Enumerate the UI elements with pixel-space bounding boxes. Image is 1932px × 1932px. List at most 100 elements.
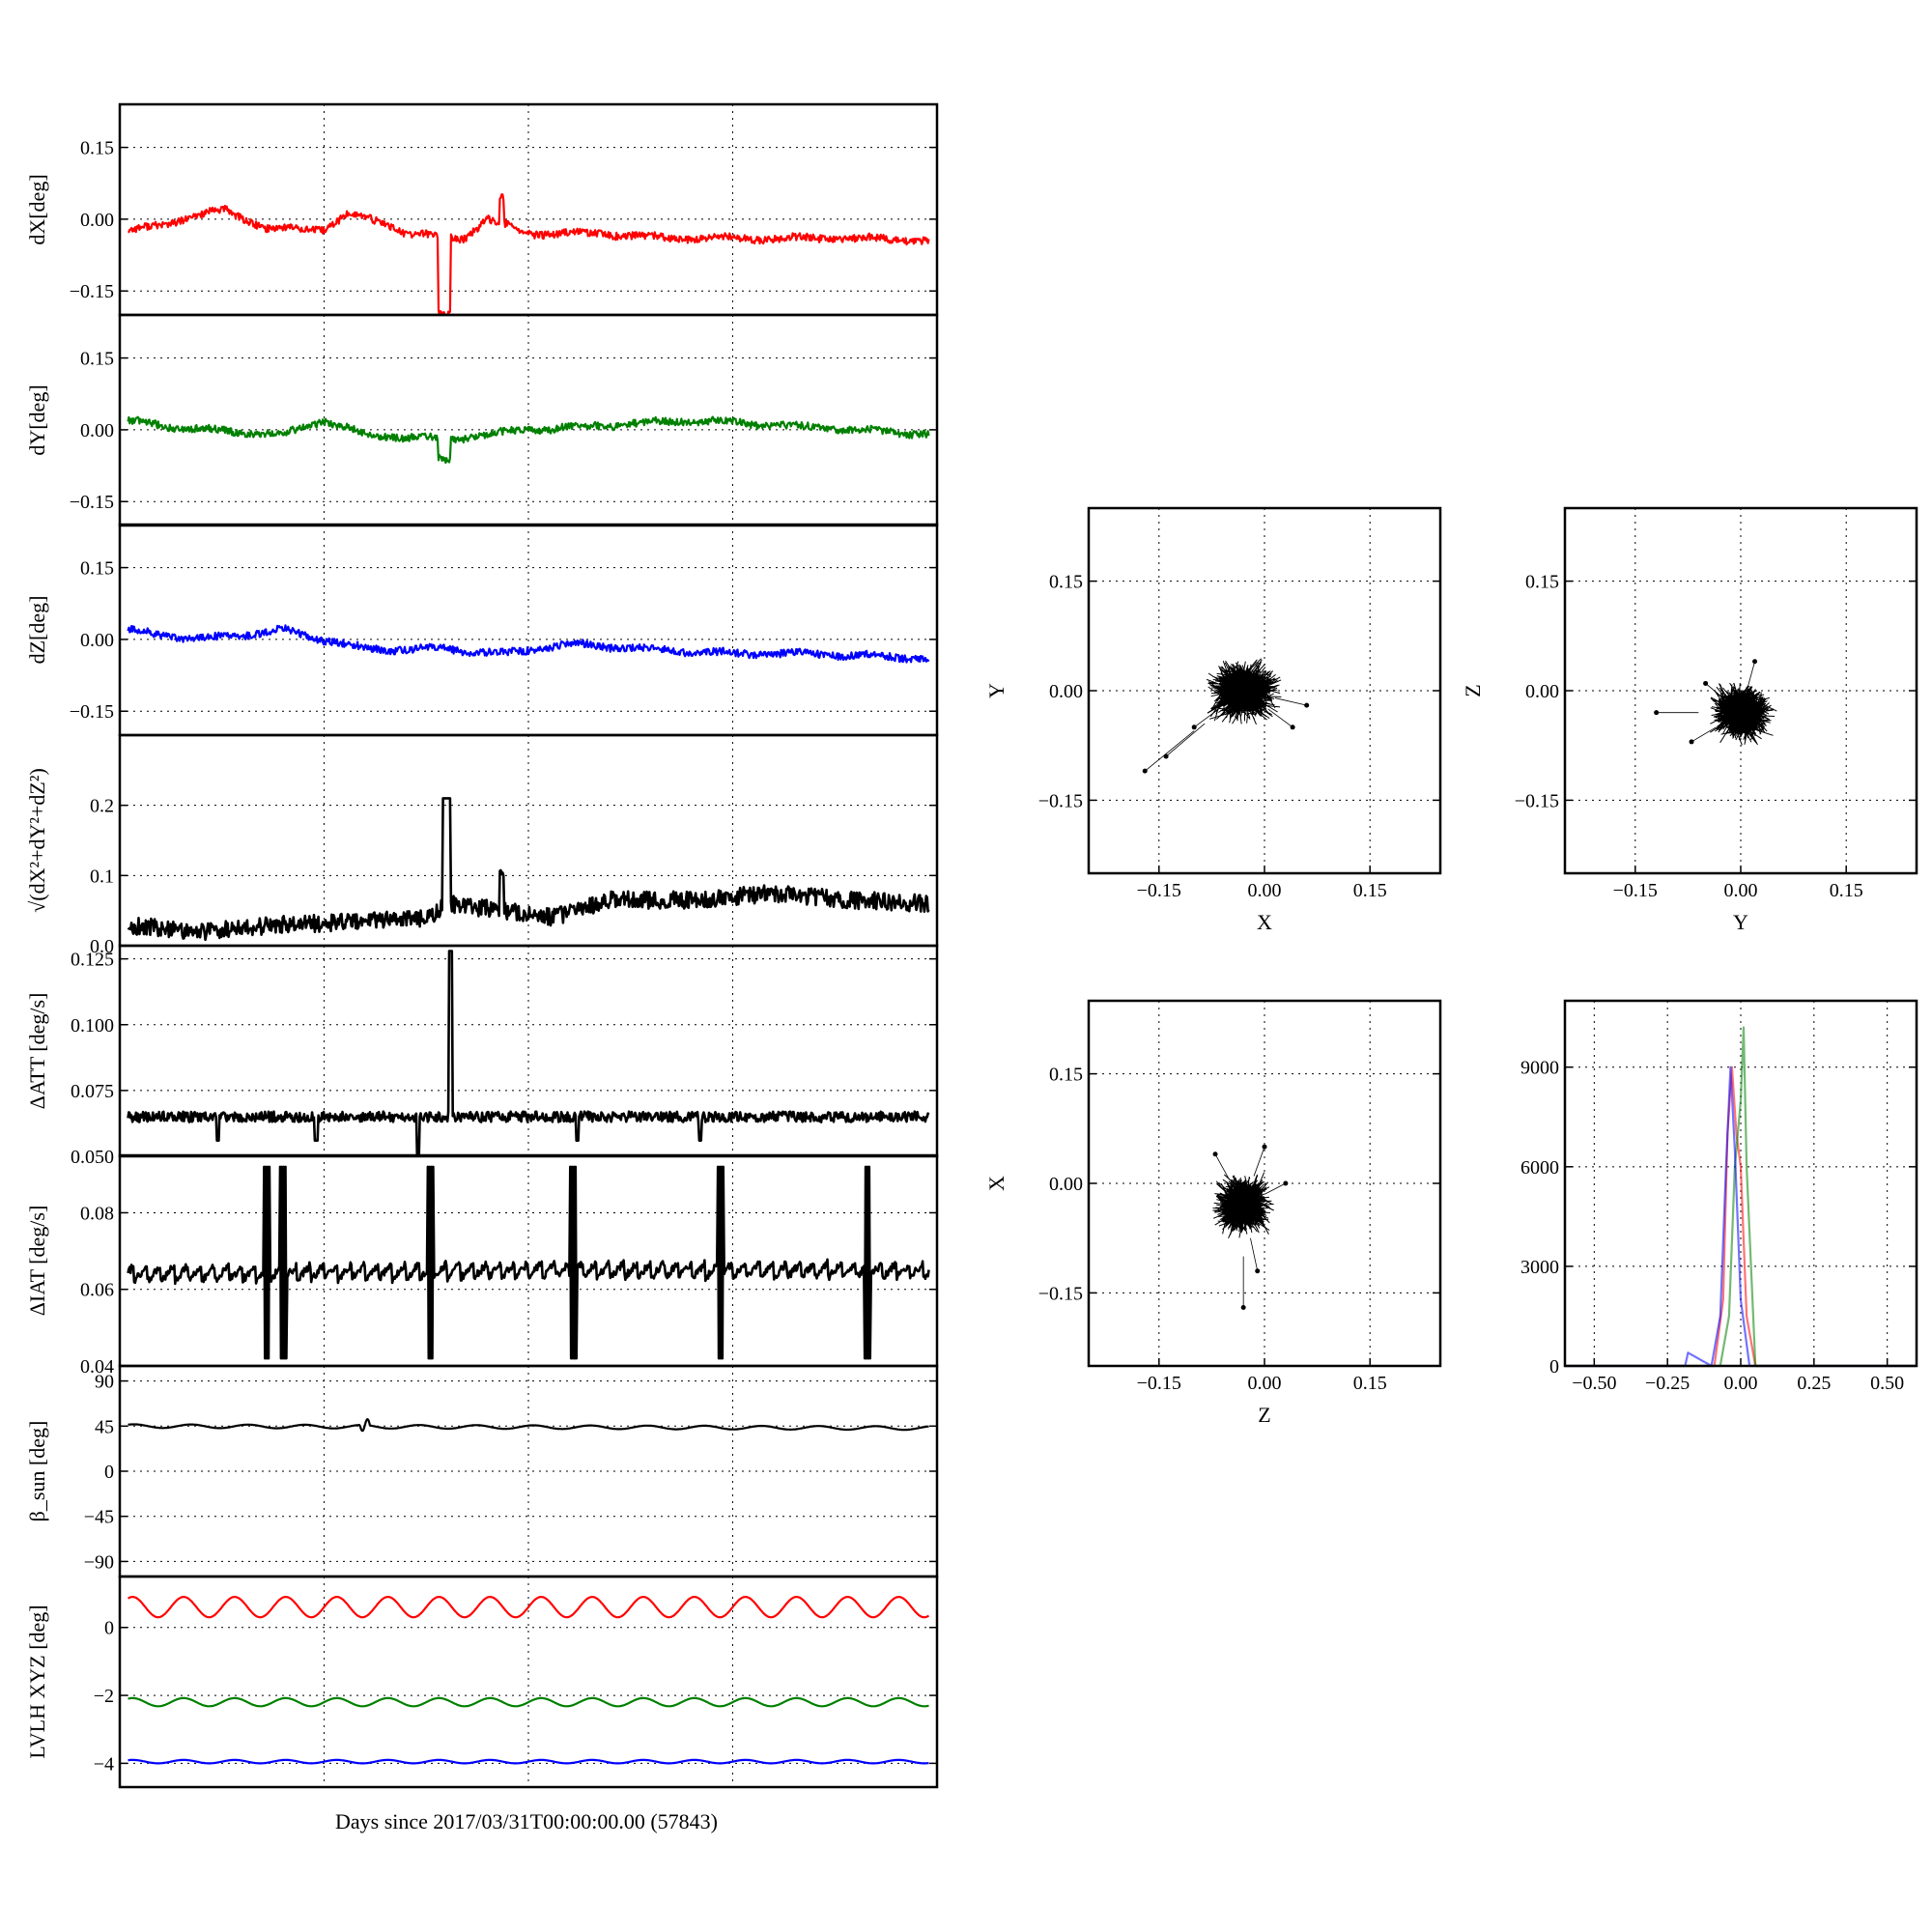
dr-ytick-label: 0.0 <box>90 936 114 957</box>
hist-series-line <box>1565 1065 1917 1368</box>
xy-outlier-point <box>1163 753 1169 759</box>
lvlh-plot <box>127 1595 930 1765</box>
xy-ytick-label: 0.00 <box>1049 681 1083 702</box>
xy-xlabel: X <box>1257 910 1272 934</box>
zx-frame <box>1087 999 1442 1368</box>
dy-ylabel: dY[deg] <box>25 384 49 455</box>
panel-xy: −0.15 0.00 0.15 −0.15 0.00 0.15 X Y <box>984 506 1442 934</box>
yz-outlier-trail <box>1705 683 1724 698</box>
dr-plot <box>127 797 930 942</box>
xy-outlier-trail <box>1144 730 1195 772</box>
yz-ytick-label: 0.00 <box>1525 681 1559 702</box>
hist-ytick-label: 3000 <box>1520 1257 1559 1278</box>
dy-frame <box>118 313 939 527</box>
yz-outlier-trail <box>1690 726 1717 743</box>
yz-outlier-point <box>1689 739 1694 745</box>
x-axis-label: Days since 2017/03/31T00:00:00.00 (57843… <box>335 1809 718 1833</box>
dx-ytick-label: 0.00 <box>80 210 114 231</box>
hist-xtick-label: −0.50 <box>1572 1373 1616 1394</box>
zx-outlier-trail <box>1214 1153 1230 1180</box>
dy-ytick-label: 0.00 <box>80 420 114 441</box>
dy-plot <box>127 415 930 465</box>
xy-outlier-point <box>1304 702 1310 708</box>
diat-ytick-label: 0.06 <box>80 1280 114 1301</box>
xy-ytick-label: −0.15 <box>1038 790 1083 811</box>
beta-series-line <box>128 1417 929 1433</box>
beta-ytick-label: 0 <box>104 1462 114 1483</box>
diat-ylabel: ΔIAT [deg/s] <box>25 1206 49 1317</box>
beta-ytick-label: 45 <box>95 1416 114 1437</box>
dz-ylabel: dZ[deg] <box>25 596 49 665</box>
zx-outlier-point <box>1283 1180 1289 1186</box>
yz-ytick-label: 0.15 <box>1525 572 1559 593</box>
hist-ytick-label: 9000 <box>1520 1058 1559 1079</box>
lvlh-ytick-label: −2 <box>94 1686 114 1707</box>
beta-ytick-label: 90 <box>95 1372 114 1393</box>
lvlh-frame <box>118 1575 939 1789</box>
dr-series-line <box>127 797 930 942</box>
hist-xtick-label: 0.25 <box>1797 1373 1831 1394</box>
panel-dy: −0.15 0.00 0.15 dY[deg] <box>25 313 939 527</box>
dz-plot <box>127 624 930 664</box>
diat-series-line <box>127 1165 930 1360</box>
zx-outlier-point <box>1255 1268 1261 1274</box>
hist-xtick-label: −0.25 <box>1645 1373 1690 1394</box>
xy-outlier-trail <box>1267 708 1293 728</box>
hist-xtick-label: 0.00 <box>1724 1373 1758 1394</box>
dz-series-line <box>127 624 930 664</box>
beta-ytick-label: −45 <box>84 1507 114 1528</box>
hist-xtick-label: 0.50 <box>1870 1373 1904 1394</box>
panel-dz: −0.15 0.00 0.15 dZ[deg] <box>25 523 939 737</box>
zx-ytick-label: 0.15 <box>1049 1065 1083 1086</box>
dz-frame <box>118 523 939 737</box>
dz-ytick-label: 0.00 <box>80 630 114 651</box>
hist-ytick-label: 0 <box>1549 1356 1559 1378</box>
zx-ytick-label: 0.00 <box>1049 1174 1083 1195</box>
zx-ylabel: X <box>984 1176 1009 1191</box>
zx-ytick-label: −0.15 <box>1038 1283 1083 1304</box>
yz-outlier-point <box>1752 659 1758 665</box>
panel-lvlh: −4 −2 0 LVLH XYZ [deg] <box>25 1575 939 1789</box>
panel-beta: −90 −45 0 45 90 β_sun [deg] <box>25 1364 939 1578</box>
zx-outlier-trail <box>1250 1237 1259 1271</box>
xy-trace <box>1206 658 1282 725</box>
zx-xtick-label: 0.15 <box>1353 1373 1387 1394</box>
beta-plot <box>128 1417 929 1433</box>
xy-ytick-label: 0.15 <box>1049 572 1083 593</box>
diat-ytick-label: 0.04 <box>80 1356 114 1378</box>
datt-frame <box>118 944 939 1158</box>
dx-ylabel: dX[deg] <box>25 174 49 244</box>
zx-outlier-trail <box>1253 1147 1265 1177</box>
xy-xtick-label: 0.15 <box>1353 880 1387 901</box>
zx-outlier-trail <box>1264 1182 1287 1195</box>
yz-xtick-label: 0.00 <box>1724 880 1758 901</box>
dx-ytick-label: −0.15 <box>70 281 114 302</box>
hist-series-line <box>1565 1026 1917 1368</box>
diat-frame <box>118 1153 939 1368</box>
panel-diat: 0.04 0.06 0.08 ΔIAT [deg/s] <box>25 1153 939 1378</box>
hist-series-line <box>1565 1065 1917 1368</box>
datt-ytick-label: 0.125 <box>71 950 114 971</box>
zx-trace <box>1212 1172 1274 1239</box>
datt-ytick-label: 0.100 <box>71 1015 114 1037</box>
xy-outlier-point <box>1142 768 1148 774</box>
hist-ytick-label: 6000 <box>1520 1157 1559 1179</box>
dr-ytick-label: 0.2 <box>90 796 114 817</box>
datt-series-line <box>127 950 930 1156</box>
dz-ytick-label: 0.15 <box>80 558 114 580</box>
yz-xlabel: Y <box>1733 910 1748 934</box>
beta-ytick-label: −90 <box>84 1551 114 1573</box>
diat-ytick-label: 0.08 <box>80 1203 114 1224</box>
yz-trace <box>1710 682 1777 746</box>
zx-xlabel: Z <box>1258 1403 1270 1427</box>
xy-outlier-trail <box>1193 708 1219 728</box>
lvlh-series-line <box>128 1758 929 1765</box>
dr-ytick-label: 0.1 <box>90 866 114 887</box>
dx-plot <box>128 193 930 315</box>
dy-ytick-label: −0.15 <box>70 492 114 513</box>
dx-frame <box>118 102 939 317</box>
panel-zx: −0.15 0.00 0.15 −0.15 0.00 0.15 Z X <box>984 999 1442 1427</box>
dy-series-line <box>127 415 930 465</box>
panel-dr: 0.0 0.1 0.2 √(dX²+dY²+dZ²) <box>25 733 939 957</box>
